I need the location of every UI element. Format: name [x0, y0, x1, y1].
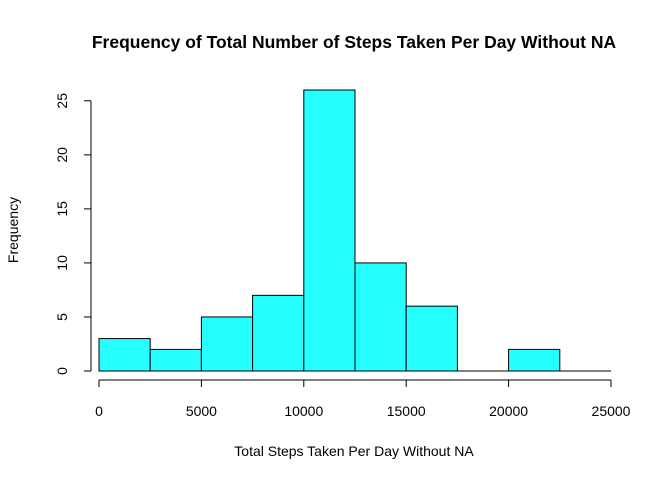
histogram-bar-3	[252, 294, 305, 372]
y-tick-label: 20	[54, 147, 70, 163]
y-tick-label: 10	[54, 255, 70, 271]
histogram-bar-4	[303, 89, 356, 372]
x-axis: 0 5000 10000 15000 20000 25000	[95, 379, 631, 419]
y-tick-label: 5	[54, 313, 70, 321]
histogram-bar-0	[98, 338, 151, 372]
y-tick-label: 15	[54, 201, 70, 217]
y-tick-label: 25	[54, 93, 70, 109]
x-tick-label: 25000	[592, 403, 631, 419]
x-tick-label: 15000	[387, 403, 426, 419]
x-tick-label: 5000	[186, 403, 217, 419]
x-tick-label: 10000	[284, 403, 323, 419]
chart-title: Frequency of Total Number of Steps Taken…	[92, 32, 617, 52]
histogram-bar-6	[405, 305, 458, 372]
x-axis-label: Total Steps Taken Per Day Without NA	[234, 443, 474, 459]
histogram-bar-8	[508, 348, 561, 372]
x-tick-label: 20000	[489, 403, 528, 419]
x-tick-label: 0	[95, 403, 103, 419]
histogram-bar-2	[200, 316, 254, 372]
histogram-bar-1	[149, 348, 202, 372]
histogram-bar-5	[354, 262, 407, 372]
bars-group	[98, 89, 611, 372]
y-axis-label: Frequency	[5, 197, 21, 263]
y-tick-label: 0	[54, 367, 70, 375]
y-axis: 0 5 10 15 20 25	[54, 93, 92, 375]
